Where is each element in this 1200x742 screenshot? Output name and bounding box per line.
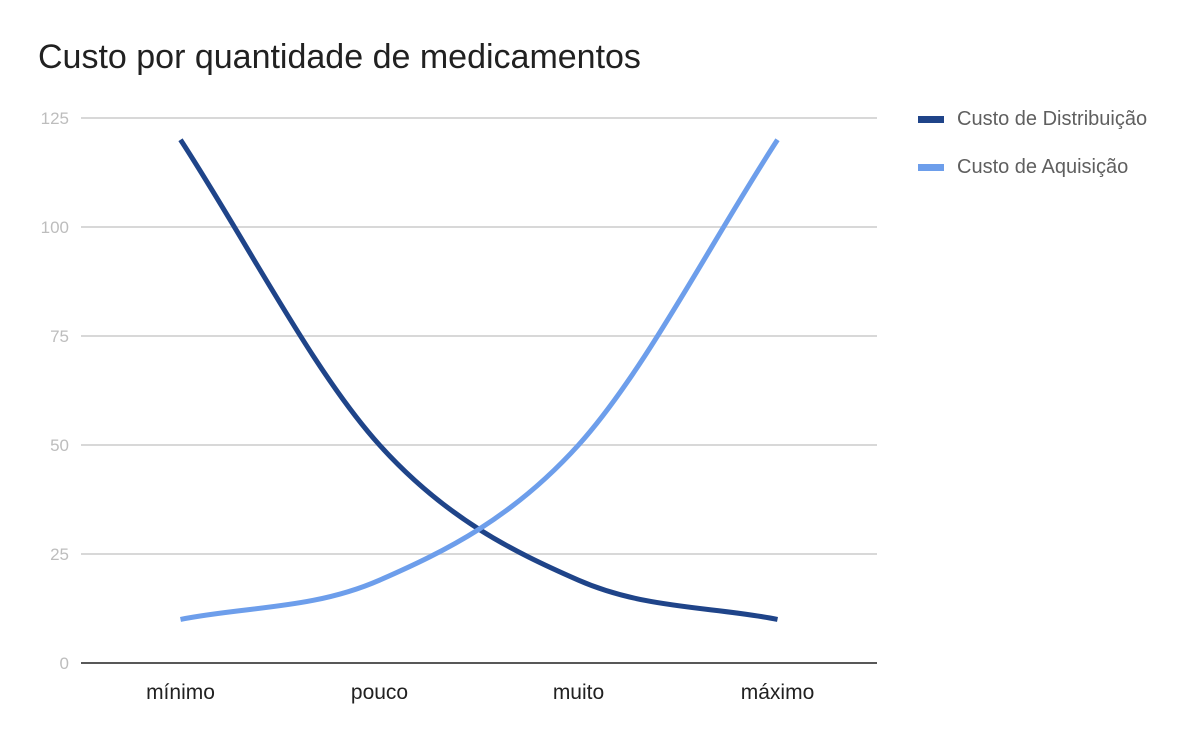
- y-tick-label: 100: [41, 218, 69, 237]
- y-tick-label: 25: [50, 545, 69, 564]
- legend: Custo de Distribuição Custo de Aquisição: [918, 106, 1147, 202]
- legend-swatch-distribuicao: [918, 115, 944, 123]
- gridlines: [81, 117, 877, 555]
- legend-swatch-aquisicao: [918, 163, 944, 171]
- y-tick-label: 75: [50, 327, 69, 346]
- series-lines: [178, 138, 780, 622]
- series-line-0[interactable]: [178, 138, 778, 622]
- y-tick-label: 50: [50, 436, 69, 455]
- chart-title: Custo por quantidade de medicamentos: [38, 38, 641, 76]
- x-tick-label: muito: [553, 681, 604, 704]
- legend-label-distribuicao: Custo de Distribuição: [957, 107, 1148, 130]
- legend-label-aquisicao: Custo de Aquisição: [957, 155, 1129, 178]
- legend-item-aquisicao[interactable]: Custo de Aquisição: [918, 154, 1147, 180]
- x-tick-label: máximo: [741, 681, 815, 704]
- x-tick-label: pouco: [351, 681, 408, 704]
- legend-item-distribuicao[interactable]: Custo de Distribuição: [918, 106, 1147, 132]
- y-axis-ticks: 0 25 50 75 100 125: [41, 109, 69, 673]
- y-tick-label: 125: [41, 109, 69, 128]
- x-axis-ticks: mínimo pouco muito máximo: [146, 681, 814, 704]
- x-tick-label: mínimo: [146, 681, 215, 704]
- series-line-1[interactable]: [180, 138, 780, 622]
- y-tick-label: 0: [60, 654, 69, 673]
